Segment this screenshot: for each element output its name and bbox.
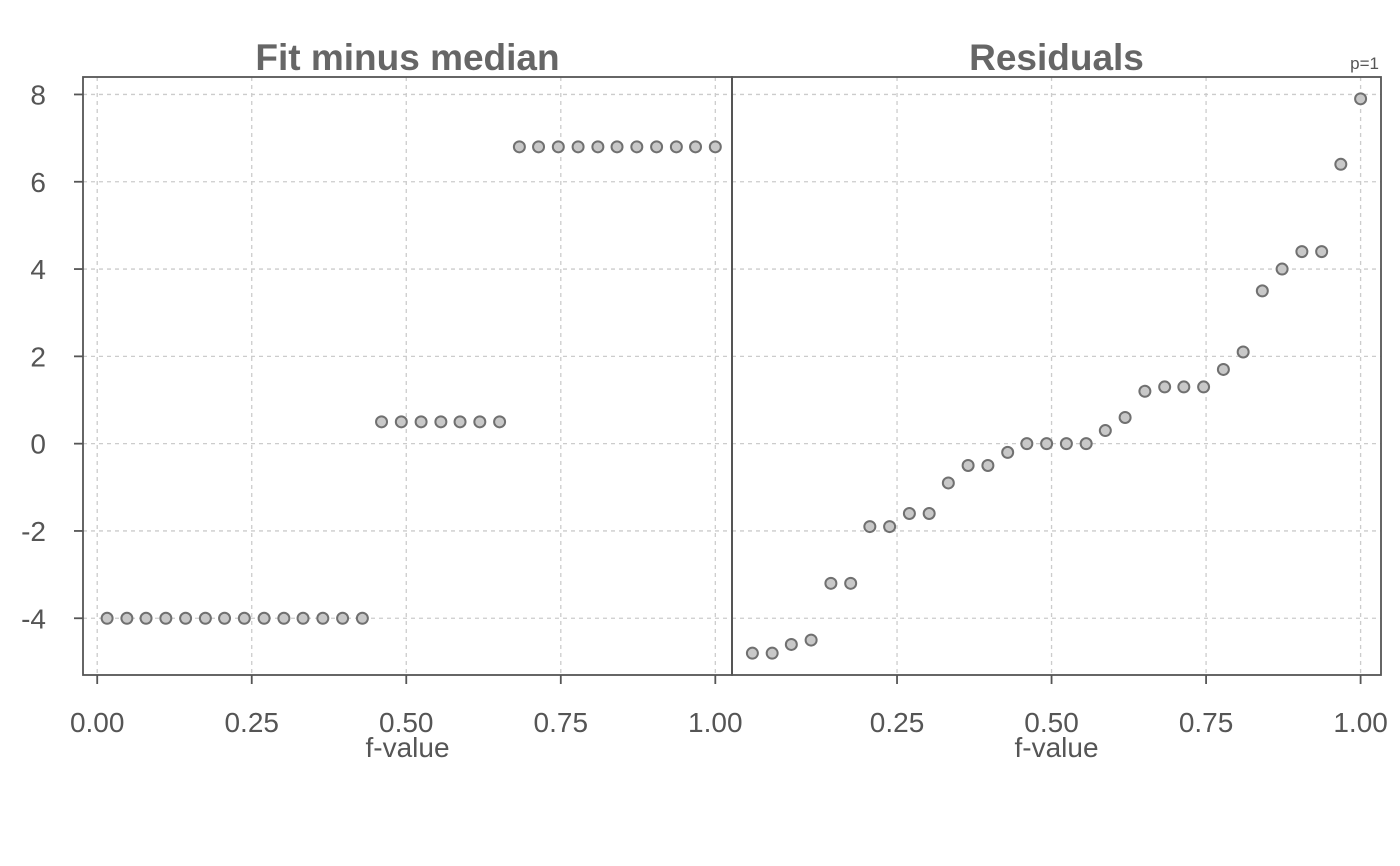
data-point bbox=[473, 415, 487, 429]
data-point bbox=[1255, 284, 1269, 298]
panel-frame bbox=[82, 76, 733, 676]
data-point bbox=[434, 415, 448, 429]
y-tick-label: 4 bbox=[30, 254, 46, 285]
x-tick-label: 0.25 bbox=[870, 707, 925, 738]
data-point bbox=[784, 637, 798, 651]
panel-title: Fit minus median bbox=[255, 37, 559, 78]
data-point bbox=[1334, 157, 1348, 171]
data-point bbox=[1118, 410, 1132, 424]
data-point bbox=[512, 140, 526, 154]
data-point bbox=[1001, 445, 1015, 459]
data-point bbox=[1138, 384, 1152, 398]
panel-1: Fit minus median 0.00 0.25 0.50 0.75 1.00 f-va… bbox=[70, 37, 743, 763]
y-tick-label: -2 bbox=[21, 516, 46, 547]
data-point bbox=[218, 611, 232, 625]
data-point bbox=[1158, 380, 1172, 394]
data-point bbox=[571, 140, 585, 154]
data-point bbox=[394, 415, 408, 429]
data-point bbox=[277, 611, 291, 625]
data-point bbox=[689, 140, 703, 154]
data-point bbox=[1275, 262, 1289, 276]
data-point bbox=[159, 611, 173, 625]
data-point bbox=[941, 476, 955, 490]
panel-2: Residuals 0.25 0.50 0.75 1.00 f-value bbox=[731, 37, 1388, 763]
y-tick-label: 0 bbox=[30, 429, 46, 460]
data-point bbox=[863, 520, 877, 534]
data-point bbox=[591, 140, 605, 154]
x-tick-label: 1.00 bbox=[1333, 707, 1388, 738]
data-point bbox=[981, 458, 995, 472]
corner-label: p=1 bbox=[1350, 54, 1379, 73]
x-tick-label: 0.75 bbox=[534, 707, 589, 738]
x-tick-label: 0.50 bbox=[379, 707, 434, 738]
x-axis-label: f-value bbox=[1014, 732, 1098, 763]
data-point bbox=[1079, 437, 1093, 451]
data-point bbox=[336, 611, 350, 625]
x-tick-label: 0.00 bbox=[70, 707, 125, 738]
data-point bbox=[198, 611, 212, 625]
data-point bbox=[610, 140, 624, 154]
data-point bbox=[296, 611, 310, 625]
data-point bbox=[139, 611, 153, 625]
data-point bbox=[902, 506, 916, 520]
data-point bbox=[375, 415, 389, 429]
x-tick-label: 0.50 bbox=[1024, 707, 1079, 738]
data-point bbox=[1040, 437, 1054, 451]
data-point bbox=[1315, 245, 1329, 259]
data-point bbox=[630, 140, 644, 154]
data-point bbox=[1177, 380, 1191, 394]
data-point bbox=[650, 140, 664, 154]
data-point bbox=[1216, 362, 1230, 376]
data-point bbox=[883, 520, 897, 534]
data-point bbox=[1020, 437, 1034, 451]
data-point bbox=[1098, 424, 1112, 438]
data-point bbox=[355, 611, 369, 625]
y-tick-label: 8 bbox=[30, 79, 46, 110]
data-point bbox=[804, 633, 818, 647]
data-point bbox=[532, 140, 546, 154]
data-point bbox=[844, 576, 858, 590]
data-point bbox=[765, 646, 779, 660]
data-point bbox=[1295, 245, 1309, 259]
y-tick-label: 6 bbox=[30, 167, 46, 198]
data-point bbox=[824, 576, 838, 590]
data-point bbox=[257, 611, 271, 625]
data-point bbox=[1059, 437, 1073, 451]
data-point bbox=[100, 611, 114, 625]
data-point bbox=[414, 415, 428, 429]
data-point bbox=[745, 646, 759, 660]
x-axis-label: f-value bbox=[365, 732, 449, 763]
data-point bbox=[179, 611, 193, 625]
data-point bbox=[453, 415, 467, 429]
data-point bbox=[1236, 345, 1250, 359]
data-point bbox=[316, 611, 330, 625]
data-point bbox=[922, 506, 936, 520]
x-tick-label: 0.75 bbox=[1179, 707, 1234, 738]
x-tick-label: 1.00 bbox=[688, 707, 743, 738]
data-point bbox=[1197, 380, 1211, 394]
data-point bbox=[237, 611, 251, 625]
data-point bbox=[669, 140, 683, 154]
data-point bbox=[961, 458, 975, 472]
data-point bbox=[551, 140, 565, 154]
x-tick-label: 0.25 bbox=[224, 707, 279, 738]
data-point bbox=[493, 415, 507, 429]
data-point bbox=[120, 611, 134, 625]
data-point bbox=[1354, 92, 1368, 106]
panel-title: Residuals bbox=[969, 37, 1144, 78]
y-tick-label: -4 bbox=[21, 603, 46, 634]
y-tick-label: 2 bbox=[30, 341, 46, 372]
data-point bbox=[708, 140, 722, 154]
